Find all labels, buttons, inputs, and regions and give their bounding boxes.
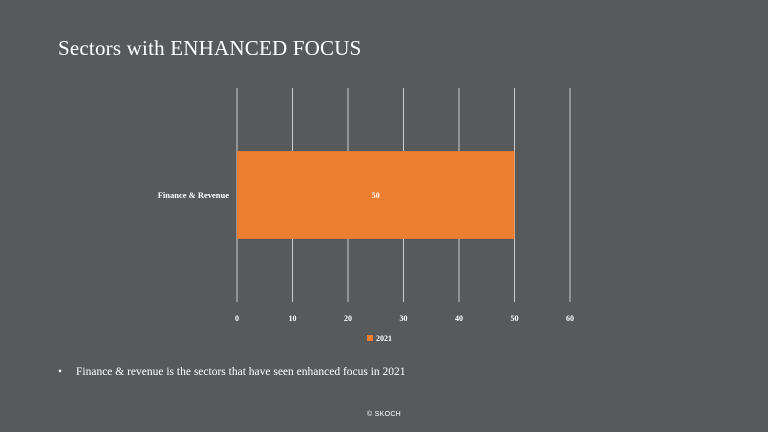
x-tick-label: 60: [566, 314, 574, 323]
x-tick-label: 10: [289, 314, 297, 323]
x-tick-label: 30: [400, 314, 408, 323]
chart-legend: 2021: [367, 334, 392, 343]
bullet-marker: •: [58, 366, 63, 378]
legend-label: 2021: [376, 334, 392, 343]
x-tick-label: 0: [235, 314, 239, 323]
chart-bars: [237, 151, 515, 239]
footer-copyright: © SKOCH: [366, 411, 402, 418]
x-tick-label: 20: [344, 314, 352, 323]
bullet-text: Finance & revenue is the sectors that ha…: [76, 366, 406, 378]
chart-labels: 0 10 20 30 40 50 60 50 Finance & Revenue: [158, 190, 574, 323]
data-label: 50: [372, 191, 380, 200]
legend-swatch: [367, 335, 373, 341]
bar: [237, 151, 515, 239]
x-tick-label: 50: [511, 314, 519, 323]
slide-title: Sectors with ENHANCED FOCUS: [58, 36, 362, 60]
bullet-point: • Finance & revenue is the sectors that h…: [58, 366, 406, 378]
x-tick-label: 40: [455, 314, 463, 323]
category-label: Finance & Revenue: [158, 190, 230, 200]
